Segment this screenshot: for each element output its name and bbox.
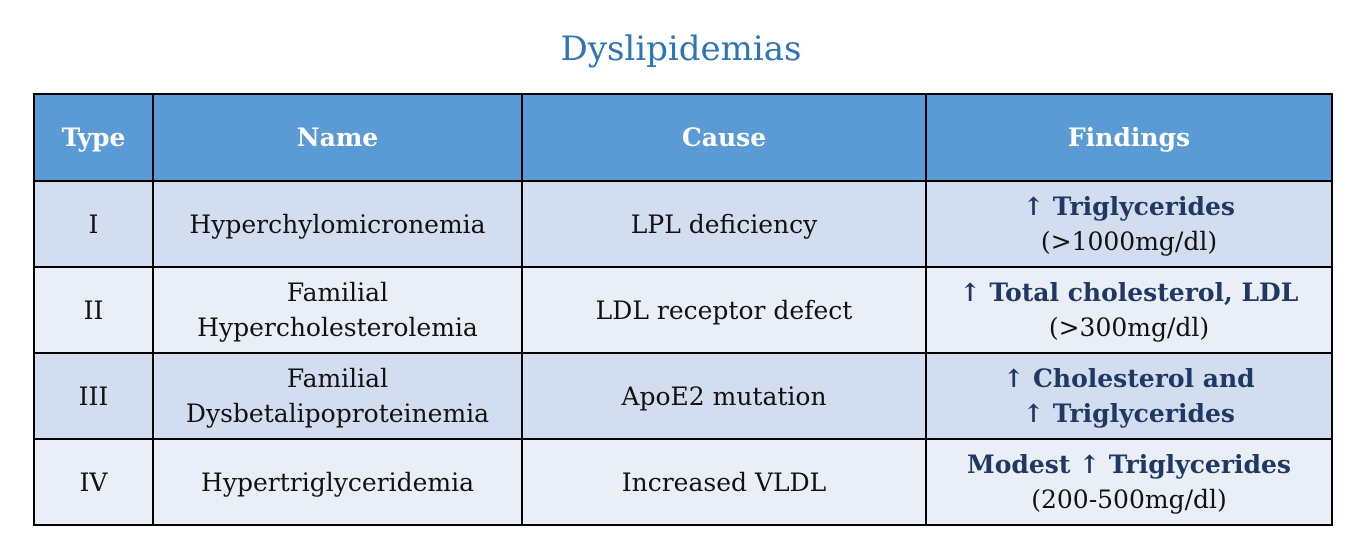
- header-type: Type: [33, 93, 154, 182]
- header-name: Name: [152, 93, 523, 182]
- cell-name: Familial Dysbetalipoproteinemia: [152, 352, 523, 440]
- findings-line: ↑ Cholesterol and: [1003, 364, 1255, 393]
- cell-cause: Increased VLDL: [521, 438, 927, 526]
- findings-line: (200-500mg/dl): [1031, 485, 1227, 514]
- table-row: III Familial Dysbetalipoproteinemia ApoE…: [33, 352, 1333, 440]
- header-findings: Findings: [925, 93, 1333, 182]
- cell-name: Hypertriglyceridemia: [152, 438, 523, 526]
- name-line: Dysbetalipoproteinemia: [185, 399, 490, 428]
- cell-findings: Modest ↑ Triglycerides (200-500mg/dl): [925, 438, 1333, 526]
- name-line: Hypercholesterolemia: [197, 313, 478, 342]
- table-row: II Familial Hypercholesterolemia LDL rec…: [33, 266, 1333, 354]
- cell-type: II: [33, 266, 154, 354]
- dyslipidemia-table: Type Name Cause Findings I Hyperchylomic…: [33, 93, 1333, 526]
- findings-line: ↑ Total cholesterol, LDL: [959, 278, 1299, 307]
- cell-name: Familial Hypercholesterolemia: [152, 266, 523, 354]
- cell-cause: LPL deficiency: [521, 180, 927, 268]
- name-line: Hyperchylomicronemia: [189, 209, 486, 239]
- cell-type: III: [33, 352, 154, 440]
- findings-line: Modest ↑ Triglycerides: [967, 450, 1291, 479]
- name-line: Familial: [286, 278, 389, 307]
- cell-findings: ↑ Total cholesterol, LDL (>300mg/dl): [925, 266, 1333, 354]
- table-row: IV Hypertriglyceridemia Increased VLDL M…: [33, 438, 1333, 526]
- name-line: Familial: [286, 364, 389, 393]
- cell-name: Hyperchylomicronemia: [152, 180, 523, 268]
- findings-line: ↑ Triglycerides: [1023, 192, 1235, 221]
- findings-line: (>1000mg/dl): [1040, 227, 1218, 256]
- findings-line: ↑ Triglycerides: [1023, 399, 1235, 428]
- findings-line: (>300mg/dl): [1048, 313, 1210, 342]
- cell-findings: ↑ Triglycerides (>1000mg/dl): [925, 180, 1333, 268]
- name-line: Hypertriglyceridemia: [201, 467, 474, 497]
- page-title: Dyslipidemias: [560, 29, 802, 69]
- header-cause: Cause: [521, 93, 927, 182]
- cell-cause: ApoE2 mutation: [521, 352, 927, 440]
- table-header-row: Type Name Cause Findings: [33, 93, 1333, 182]
- cell-type: IV: [33, 438, 154, 526]
- table-row: I Hyperchylomicronemia LPL deficiency ↑ …: [33, 180, 1333, 268]
- cell-findings: ↑ Cholesterol and ↑ Triglycerides: [925, 352, 1333, 440]
- cell-cause: LDL receptor defect: [521, 266, 927, 354]
- cell-type: I: [33, 180, 154, 268]
